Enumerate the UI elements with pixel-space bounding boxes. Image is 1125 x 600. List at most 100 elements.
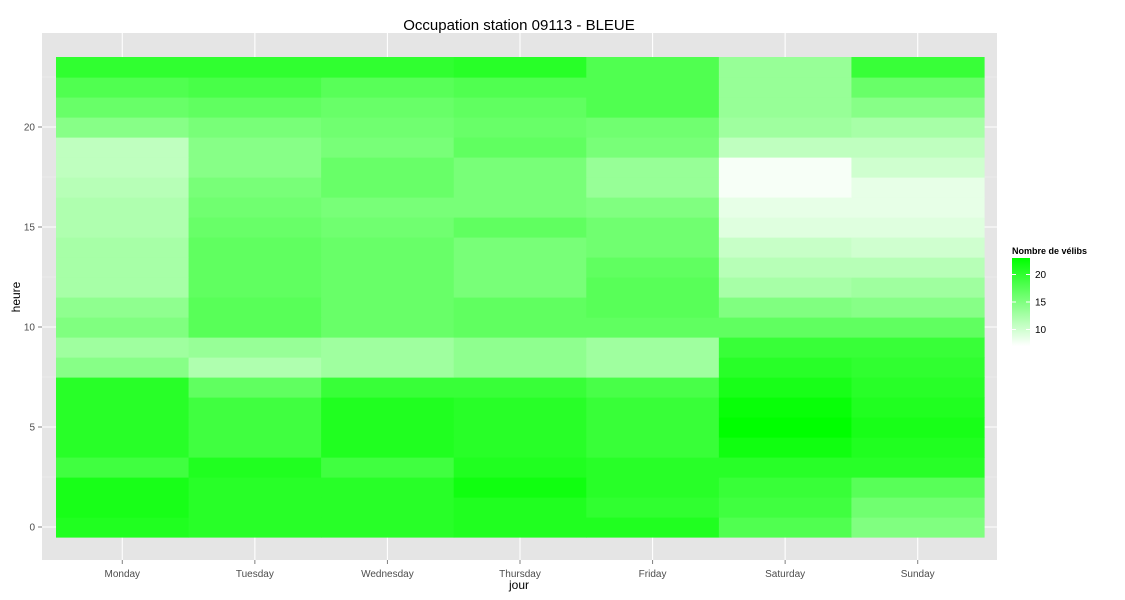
heatmap-cell [718,257,853,278]
heatmap-cell [851,377,985,398]
heatmap-cell [321,77,455,98]
legend-tick-label: 10 [1035,325,1047,336]
heatmap-cell [453,477,587,498]
heatmap-cell [718,57,853,78]
heatmap-cell [321,317,455,338]
y-tick-label: 0 [29,523,35,534]
heatmap-cell [56,137,190,158]
heatmap-cell [851,397,985,418]
heatmap-cell [718,437,853,458]
heatmap-cell [453,137,587,158]
heatmap-cell [188,277,322,298]
heatmap-cell [321,377,455,398]
heatmap-cell [851,197,985,218]
heatmap-cell [188,317,322,338]
heatmap-cell [188,177,322,198]
heatmap-cell [453,337,587,358]
x-tick-label: Sunday [901,569,935,580]
heatmap-cell [586,297,720,318]
heatmap-cell [188,497,322,518]
heatmap-cell [56,257,190,278]
heatmap-cell [718,197,853,218]
heatmap-cell [586,457,720,478]
heatmap-cell [718,77,853,98]
heatmap-cell [851,237,985,258]
heatmap-cell [321,217,455,238]
heatmap-cell [851,297,985,318]
heatmap-cell [188,57,322,78]
heatmap-cell [321,477,455,498]
heatmap-cell [718,217,853,238]
heatmap-cell [321,517,455,538]
heatmap-cell [321,137,455,158]
heatmap-cell [453,377,587,398]
heatmap-cell [851,457,985,478]
heatmap-cell [586,417,720,438]
heatmap-cell [851,257,985,278]
heatmap-cell [56,217,190,238]
heatmap-cells [56,57,985,538]
heatmap-cell [321,437,455,458]
heatmap-cell [56,297,190,318]
y-tick-label: 5 [29,423,35,434]
heatmap-cell [586,217,720,238]
y-tick-label: 20 [24,123,36,134]
heatmap-cell [453,257,587,278]
heatmap-cell [188,257,322,278]
heatmap-cell [718,117,853,138]
heatmap-cell [718,337,853,358]
heatmap-cell [851,57,985,78]
heatmap-cell [453,357,587,378]
heatmap-cell [586,137,720,158]
heatmap-cell [718,517,853,538]
y-axis: 0 5 10 15 20 [24,123,42,534]
heatmap-cell [188,457,322,478]
heatmap-cell [56,237,190,258]
heatmap-cell [321,297,455,318]
heatmap-cell [321,497,455,518]
heatmap-cell [321,257,455,278]
heatmap-cell [188,437,322,458]
heatmap-cell [321,157,455,178]
heatmap-cell [56,437,190,458]
heatmap-cell [453,97,587,118]
heatmap-cell [718,177,853,198]
heatmap-cell [188,377,322,398]
heatmap-cell [56,477,190,498]
heatmap-cell [56,317,190,338]
heatmap-cell [453,417,587,438]
heatmap-cell [453,197,587,218]
heatmap-cell [56,157,190,178]
x-tick-label: Saturday [765,569,805,580]
x-tick-label: Friday [639,569,667,580]
heatmap-cell [586,337,720,358]
heatmap-cell [188,97,322,118]
heatmap-cell [586,117,720,138]
heatmap-cell [321,277,455,298]
heatmap-cell [851,317,985,338]
heatmap-cell [321,397,455,418]
y-tick-label: 10 [24,323,36,334]
heatmap-cell [586,177,720,198]
heatmap-cell [718,97,853,118]
heatmap-cell [586,237,720,258]
heatmap-cell [56,97,190,118]
legend-title: Nombre de vélibs [1012,246,1087,256]
heatmap-cell [56,57,190,78]
x-axis-title: jour [508,578,529,592]
heatmap-cell [851,497,985,518]
x-tick-label: Thursday [499,569,541,580]
heatmap-cell [718,457,853,478]
heatmap-cell [453,57,587,78]
heatmap-cell [586,277,720,298]
heatmap-cell [851,157,985,178]
heatmap-cell [453,237,587,258]
heatmap-cell [851,357,985,378]
y-axis-title: heure [9,281,23,312]
heatmap-cell [56,497,190,518]
heatmap-cell [453,77,587,98]
legend-colorbar [1012,258,1030,346]
heatmap-cell [188,397,322,418]
heatmap-cell [586,437,720,458]
